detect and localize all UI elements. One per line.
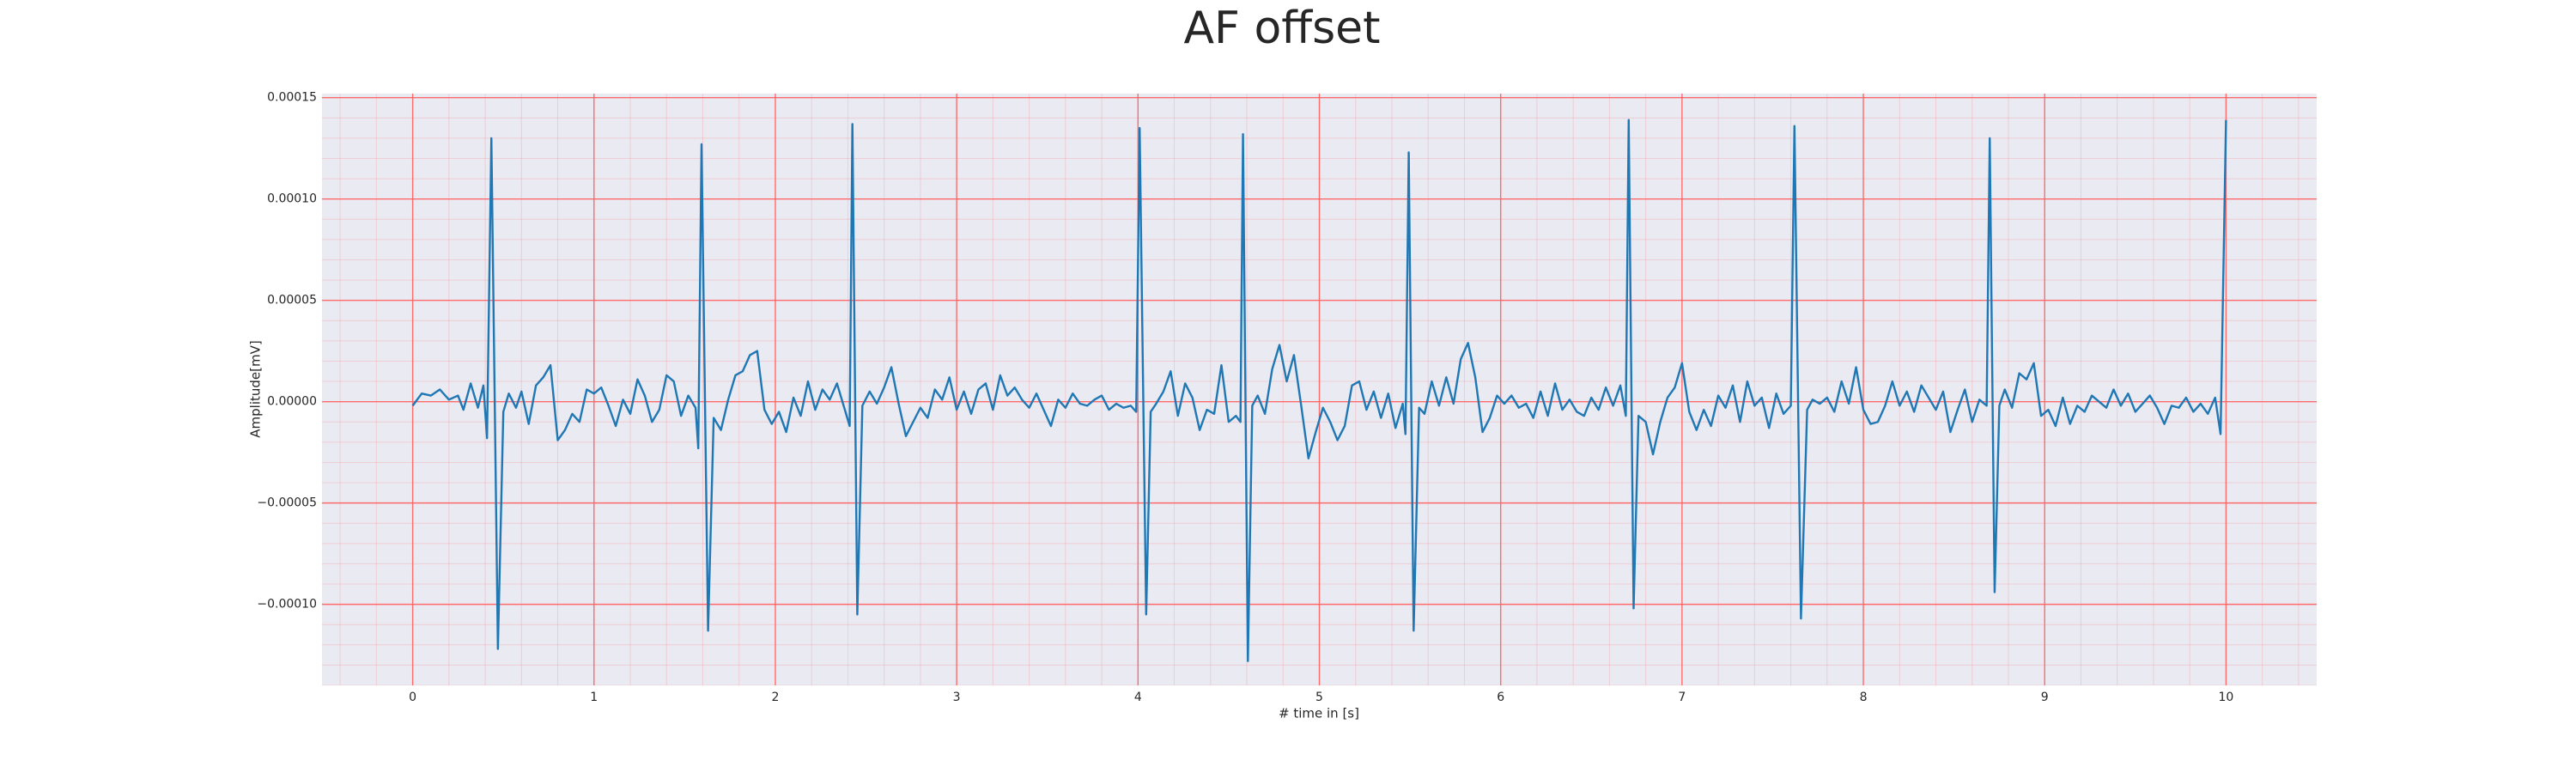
y-tick-label: 0.00005 xyxy=(267,294,317,307)
y-tick-label: 0.00000 xyxy=(267,395,317,409)
x-tick-label: 5 xyxy=(1315,691,1323,704)
y-tick-label: 0.00015 xyxy=(267,91,317,105)
x-tick-label: 6 xyxy=(1497,691,1504,704)
x-tick-label: 3 xyxy=(953,691,961,704)
y-axis-label: Amplitude[mV] xyxy=(248,340,264,437)
lines xyxy=(411,119,2227,662)
labels: AF offset # time in [s] Amplitude[mV] 0 1… xyxy=(248,3,2234,721)
y-tick-label: −0.00005 xyxy=(257,496,317,510)
x-tick-label: 0 xyxy=(409,691,416,704)
y-tick-label: 0.00010 xyxy=(267,192,317,206)
x-tick-label: 1 xyxy=(590,691,598,704)
x-tick-label: 10 xyxy=(2218,691,2233,704)
y-tick-label: −0.00010 xyxy=(257,598,317,612)
x-tick-label: 4 xyxy=(1134,691,1142,704)
x-tick-label: 2 xyxy=(771,691,779,704)
x-axis-label: # time in [s] xyxy=(1279,706,1359,721)
chart-title: AF offset xyxy=(1183,3,1380,54)
signal-line xyxy=(411,119,2227,662)
x-tick-label: 9 xyxy=(2041,691,2049,704)
x-tick-label: 8 xyxy=(1860,691,1868,704)
x-tick-label: 7 xyxy=(1678,691,1686,704)
